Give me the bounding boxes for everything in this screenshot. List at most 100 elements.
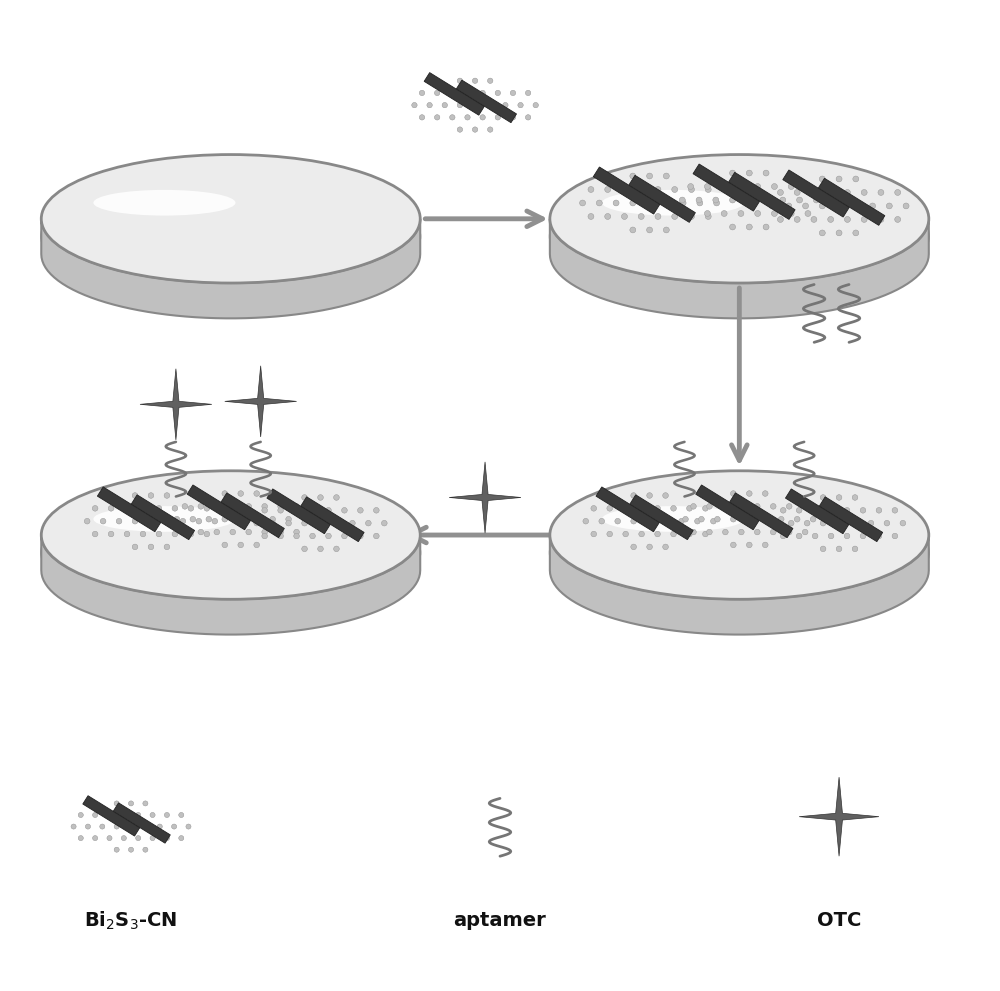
Circle shape — [136, 813, 141, 818]
Circle shape — [214, 503, 220, 509]
Circle shape — [672, 214, 678, 219]
Circle shape — [164, 493, 170, 498]
Circle shape — [607, 505, 612, 511]
Circle shape — [107, 835, 112, 840]
Circle shape — [763, 170, 769, 176]
Circle shape — [206, 516, 212, 522]
Bar — [424, 72, 484, 115]
Circle shape — [860, 507, 866, 513]
Circle shape — [71, 825, 76, 829]
Circle shape — [804, 520, 810, 526]
Circle shape — [819, 203, 825, 209]
Circle shape — [116, 518, 122, 524]
Circle shape — [198, 503, 204, 509]
Circle shape — [813, 197, 819, 203]
Circle shape — [777, 189, 783, 195]
Circle shape — [786, 503, 792, 509]
Ellipse shape — [41, 471, 420, 600]
Circle shape — [861, 189, 867, 195]
Circle shape — [731, 491, 736, 496]
Circle shape — [797, 197, 802, 203]
Circle shape — [770, 503, 776, 509]
Circle shape — [419, 115, 425, 120]
Bar — [785, 489, 849, 534]
Circle shape — [860, 533, 866, 539]
Circle shape — [442, 102, 447, 108]
Circle shape — [755, 211, 761, 216]
Circle shape — [114, 801, 119, 806]
Circle shape — [156, 531, 162, 537]
Circle shape — [655, 186, 661, 192]
Circle shape — [805, 211, 811, 216]
Circle shape — [533, 102, 538, 108]
Circle shape — [671, 531, 676, 537]
Polygon shape — [41, 219, 420, 318]
Circle shape — [730, 224, 735, 230]
Circle shape — [129, 847, 134, 852]
Circle shape — [845, 217, 850, 222]
Circle shape — [108, 531, 114, 537]
Circle shape — [136, 835, 141, 840]
Circle shape — [342, 533, 347, 539]
Circle shape — [683, 516, 688, 522]
Circle shape — [655, 505, 660, 511]
Circle shape — [318, 495, 323, 500]
Circle shape — [780, 197, 786, 203]
Circle shape — [114, 847, 119, 852]
Circle shape — [647, 200, 653, 206]
Circle shape — [230, 529, 236, 535]
Circle shape — [703, 531, 708, 537]
Circle shape — [754, 529, 760, 535]
Circle shape — [435, 115, 440, 120]
Circle shape — [647, 518, 652, 524]
Bar — [696, 485, 759, 530]
Circle shape — [663, 518, 668, 524]
Circle shape — [488, 102, 493, 108]
Circle shape — [671, 505, 676, 511]
Circle shape — [254, 491, 259, 496]
Circle shape — [480, 115, 485, 120]
Circle shape — [754, 503, 760, 509]
Circle shape — [762, 491, 768, 496]
Text: Bi$_2$S$_3$-CN: Bi$_2$S$_3$-CN — [84, 910, 178, 932]
Circle shape — [691, 503, 696, 509]
Circle shape — [623, 531, 628, 537]
Circle shape — [820, 546, 826, 552]
Circle shape — [294, 529, 299, 535]
Circle shape — [100, 518, 106, 524]
Circle shape — [828, 507, 834, 513]
Ellipse shape — [550, 489, 929, 617]
Circle shape — [156, 505, 162, 511]
Circle shape — [132, 518, 138, 524]
Circle shape — [140, 505, 146, 511]
Circle shape — [150, 835, 155, 840]
Circle shape — [836, 230, 842, 236]
Circle shape — [78, 813, 83, 818]
Circle shape — [853, 203, 859, 209]
Bar — [131, 495, 195, 540]
Circle shape — [374, 533, 379, 539]
Bar — [97, 487, 161, 532]
Bar — [730, 493, 793, 538]
Circle shape — [663, 173, 669, 179]
Circle shape — [886, 203, 892, 209]
Circle shape — [631, 518, 636, 524]
Polygon shape — [799, 777, 879, 856]
Circle shape — [613, 200, 619, 206]
Circle shape — [688, 211, 694, 216]
Circle shape — [182, 503, 188, 509]
Circle shape — [762, 542, 768, 548]
Circle shape — [796, 507, 802, 513]
Circle shape — [172, 825, 177, 829]
Circle shape — [876, 533, 882, 539]
Circle shape — [828, 217, 834, 222]
Circle shape — [730, 170, 735, 176]
Circle shape — [465, 115, 470, 120]
Bar — [267, 489, 330, 534]
Circle shape — [246, 503, 251, 509]
Circle shape — [334, 520, 339, 526]
Circle shape — [222, 516, 228, 522]
Ellipse shape — [550, 471, 929, 600]
Circle shape — [222, 542, 228, 548]
Circle shape — [836, 495, 842, 500]
